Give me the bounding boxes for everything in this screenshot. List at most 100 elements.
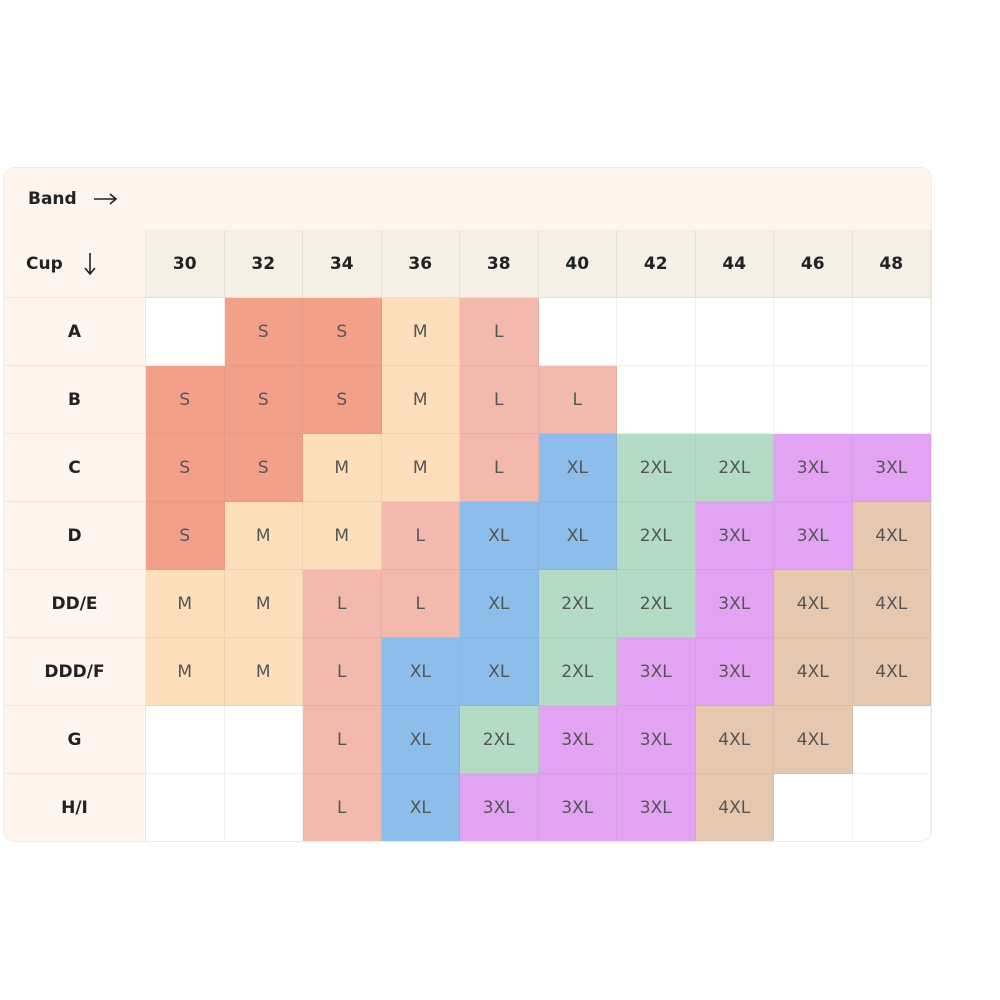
size-cell: 2XL xyxy=(695,434,774,502)
size-cell: L xyxy=(303,638,382,706)
size-cell: 3XL xyxy=(852,434,931,502)
band-size: 48 xyxy=(852,230,931,298)
size-cell: S xyxy=(303,298,382,366)
size-cell: S xyxy=(146,502,225,570)
size-cell: S xyxy=(224,366,303,434)
size-cell: XL xyxy=(460,570,539,638)
band-size: 38 xyxy=(460,230,539,298)
size-cell: L xyxy=(381,570,460,638)
cup-size: A xyxy=(4,298,146,366)
size-cell: XL xyxy=(381,638,460,706)
empty-cell xyxy=(695,298,774,366)
size-cell: 3XL xyxy=(617,706,696,774)
size-cell: M xyxy=(224,570,303,638)
size-cell: 3XL xyxy=(617,638,696,706)
down-arrow-icon xyxy=(84,252,96,275)
size-cell: 4XL xyxy=(852,502,931,570)
size-cell: 3XL xyxy=(460,774,539,841)
size-cell: L xyxy=(303,706,382,774)
size-cell: 2XL xyxy=(617,570,696,638)
size-cell: S xyxy=(224,434,303,502)
size-cell: M xyxy=(303,434,382,502)
size-cell: XL xyxy=(460,638,539,706)
cup-size: DD/E xyxy=(4,570,146,638)
size-cell: 3XL xyxy=(695,570,774,638)
size-cell: 3XL xyxy=(538,774,617,841)
size-cell: S xyxy=(146,366,225,434)
cup-size: B xyxy=(4,366,146,434)
size-cell: 3XL xyxy=(774,434,853,502)
cup-size: G xyxy=(4,706,146,774)
cup-label: Cup xyxy=(26,253,63,274)
empty-cell xyxy=(538,298,617,366)
size-chart: Band Cup 30 32 34 36 38 40 42 44 46 48 A S S M L B S S S M L… xyxy=(3,167,932,842)
size-cell: 4XL xyxy=(695,706,774,774)
size-cell: L xyxy=(460,434,539,502)
size-cell: 4XL xyxy=(774,706,853,774)
size-cell: 2XL xyxy=(538,638,617,706)
right-arrow-icon xyxy=(93,193,117,205)
size-cell: L xyxy=(460,298,539,366)
band-size: 34 xyxy=(303,230,382,298)
size-cell: S xyxy=(146,434,225,502)
size-cell: 2XL xyxy=(460,706,539,774)
size-cell: 3XL xyxy=(538,706,617,774)
size-cell: M xyxy=(381,298,460,366)
size-cell: 3XL xyxy=(774,502,853,570)
size-cell: XL xyxy=(538,502,617,570)
size-cell: 2XL xyxy=(538,570,617,638)
empty-cell xyxy=(852,774,931,841)
size-cell: 3XL xyxy=(617,774,696,841)
size-cell: 4XL xyxy=(852,638,931,706)
empty-cell xyxy=(146,774,225,841)
empty-cell xyxy=(695,366,774,434)
band-size: 30 xyxy=(146,230,225,298)
empty-cell xyxy=(617,366,696,434)
band-size: 42 xyxy=(617,230,696,298)
size-cell: 4XL xyxy=(852,570,931,638)
empty-cell xyxy=(774,366,853,434)
empty-cell xyxy=(774,774,853,841)
band-label: Band xyxy=(28,189,77,209)
size-cell: L xyxy=(460,366,539,434)
size-cell: M xyxy=(146,638,225,706)
empty-cell xyxy=(224,774,303,841)
size-cell: L xyxy=(303,570,382,638)
empty-cell xyxy=(224,706,303,774)
size-cell: M xyxy=(224,638,303,706)
size-cell: S xyxy=(224,298,303,366)
size-cell: 4XL xyxy=(774,570,853,638)
size-cell: 3XL xyxy=(695,638,774,706)
cup-size: H/I xyxy=(4,774,146,841)
empty-cell xyxy=(146,298,225,366)
empty-cell xyxy=(146,706,225,774)
size-cell: M xyxy=(381,434,460,502)
size-cell: 4XL xyxy=(774,638,853,706)
size-cell: XL xyxy=(460,502,539,570)
size-cell: XL xyxy=(381,774,460,841)
empty-cell xyxy=(617,298,696,366)
size-cell: 4XL xyxy=(695,774,774,841)
cup-size: D xyxy=(4,502,146,570)
size-cell: XL xyxy=(538,434,617,502)
band-size: 32 xyxy=(224,230,303,298)
empty-cell xyxy=(852,366,931,434)
size-cell: 2XL xyxy=(617,502,696,570)
cup-size: C xyxy=(4,434,146,502)
cup-header: Cup xyxy=(4,230,146,298)
size-cell: M xyxy=(224,502,303,570)
size-cell: M xyxy=(146,570,225,638)
size-cell: S xyxy=(303,366,382,434)
cup-size: DDD/F xyxy=(4,638,146,706)
band-header: Band xyxy=(4,168,931,231)
size-cell: M xyxy=(381,366,460,434)
size-cell: L xyxy=(303,774,382,841)
empty-cell xyxy=(774,298,853,366)
size-cell: 3XL xyxy=(695,502,774,570)
size-cell: M xyxy=(303,502,382,570)
band-size: 46 xyxy=(774,230,853,298)
empty-cell xyxy=(852,706,931,774)
size-cell: 2XL xyxy=(617,434,696,502)
